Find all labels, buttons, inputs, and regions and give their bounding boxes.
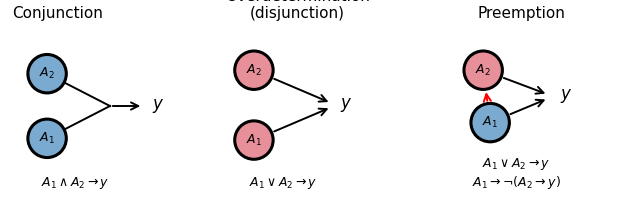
Text: $A_2$: $A_2$ — [39, 66, 55, 81]
Text: $A_1$: $A_1$ — [39, 131, 55, 146]
Circle shape — [471, 103, 509, 142]
Text: $A_1 \vee A_2 \rightarrow y$: $A_1 \vee A_2 \rightarrow y$ — [482, 155, 550, 171]
Text: $A_1 \vee A_2 \rightarrow y$: $A_1 \vee A_2 \rightarrow y$ — [250, 175, 318, 191]
Title: Preemption: Preemption — [477, 6, 566, 21]
Text: $A_2$: $A_2$ — [246, 63, 262, 78]
Circle shape — [235, 51, 273, 89]
Text: $A_1$: $A_1$ — [246, 132, 262, 148]
Text: Conjunction: Conjunction — [12, 6, 103, 21]
Text: $A_1 \wedge A_2 \rightarrow y$: $A_1 \wedge A_2 \rightarrow y$ — [41, 175, 109, 191]
Text: $y$: $y$ — [339, 96, 352, 114]
Circle shape — [28, 55, 67, 93]
Text: $A_1 \rightarrow \neg(A_2{\rightarrow}y)$: $A_1 \rightarrow \neg(A_2{\rightarrow}y)… — [472, 174, 561, 191]
Text: $y$: $y$ — [152, 97, 164, 115]
Circle shape — [235, 121, 273, 159]
Circle shape — [464, 51, 502, 89]
Text: $A_1$: $A_1$ — [482, 115, 498, 130]
Title: Overdetermination
(disjunction): Overdetermination (disjunction) — [225, 0, 370, 21]
Text: $y$: $y$ — [560, 87, 572, 105]
Text: $A_2$: $A_2$ — [476, 63, 491, 78]
Circle shape — [28, 119, 67, 158]
